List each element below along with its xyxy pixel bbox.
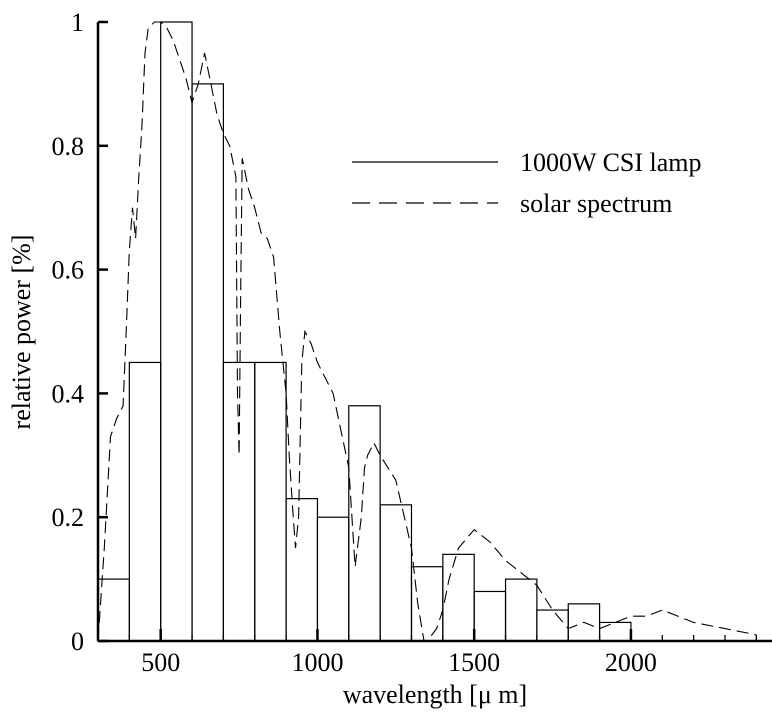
lamp-bar bbox=[504, 578, 538, 642]
lamp-bar bbox=[160, 21, 193, 642]
x-tick-label: 500 bbox=[141, 648, 180, 677]
lamp-bar bbox=[442, 553, 475, 642]
lamp-bar bbox=[536, 609, 569, 642]
lamp-bar bbox=[348, 405, 381, 642]
lamp-bar bbox=[379, 504, 413, 642]
y-tick-label: 0.8 bbox=[52, 132, 85, 161]
lamp-bar bbox=[254, 361, 287, 642]
lamp-bar bbox=[97, 578, 130, 642]
solar-spectrum-series bbox=[97, 21, 757, 642]
y-tick-label: 0 bbox=[71, 627, 84, 656]
x-tick-label: 2000 bbox=[605, 648, 657, 677]
legend-label-lamp: 1000W CSI lamp bbox=[520, 148, 702, 177]
y-axis-label: relative power [%] bbox=[7, 235, 36, 430]
x-axis: 500 1000 1500 2000 bbox=[97, 629, 757, 677]
lamp-bar bbox=[598, 621, 632, 642]
lamp-histogram-series bbox=[97, 21, 632, 642]
legend-label-solar: solar spectrum bbox=[520, 189, 672, 218]
solar-spectrum-line bbox=[97, 21, 757, 642]
y-tick-label: 1 bbox=[71, 8, 84, 37]
x-axis-label: wavelength [μ m] bbox=[343, 680, 527, 709]
lamp-bar bbox=[128, 361, 162, 642]
lamp-bar bbox=[191, 83, 224, 642]
lamp-bar bbox=[316, 516, 350, 642]
y-tick-label: 0.6 bbox=[52, 256, 85, 285]
lamp-bar bbox=[410, 566, 444, 642]
legend: 1000W CSI lamp solar spectrum bbox=[352, 148, 702, 218]
plot-area bbox=[96, 22, 772, 643]
y-tick-label: 0.4 bbox=[52, 379, 85, 408]
y-axis: 0 0.2 0.4 0.6 0.8 1 bbox=[52, 8, 108, 656]
x-tick-label: 1500 bbox=[448, 648, 500, 677]
lamp-bar bbox=[285, 498, 319, 642]
y-tick-label: 0.2 bbox=[52, 503, 85, 532]
lamp-bar bbox=[473, 590, 507, 642]
x-tick-label: 1000 bbox=[291, 648, 343, 677]
